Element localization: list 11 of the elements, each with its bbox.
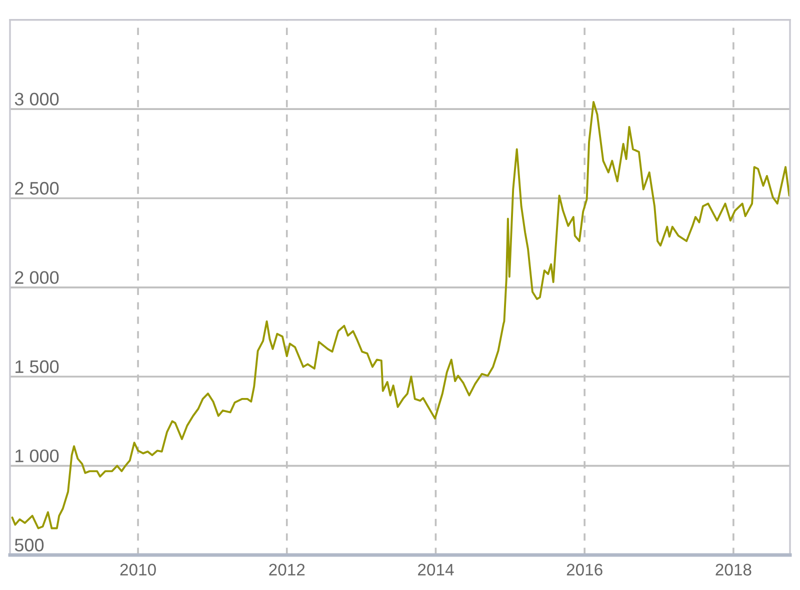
x-tick-label: 2016 bbox=[566, 564, 602, 576]
x-tick-label: 2018 bbox=[716, 564, 752, 576]
y-tick-label: 1 000 bbox=[16, 449, 59, 462]
x-tick-label: 2014 bbox=[418, 564, 454, 576]
y-tick-label: 2 500 bbox=[15, 182, 59, 195]
y-tick-label: 3 000 bbox=[14, 92, 59, 106]
y-tick-label: 500 bbox=[14, 538, 44, 552]
y-tick-label: 1 500 bbox=[16, 360, 59, 374]
x-tick-label: 2012 bbox=[269, 564, 305, 576]
y-tick-label: 2 000 bbox=[15, 271, 59, 284]
x-tick-label: 2010 bbox=[120, 564, 156, 576]
